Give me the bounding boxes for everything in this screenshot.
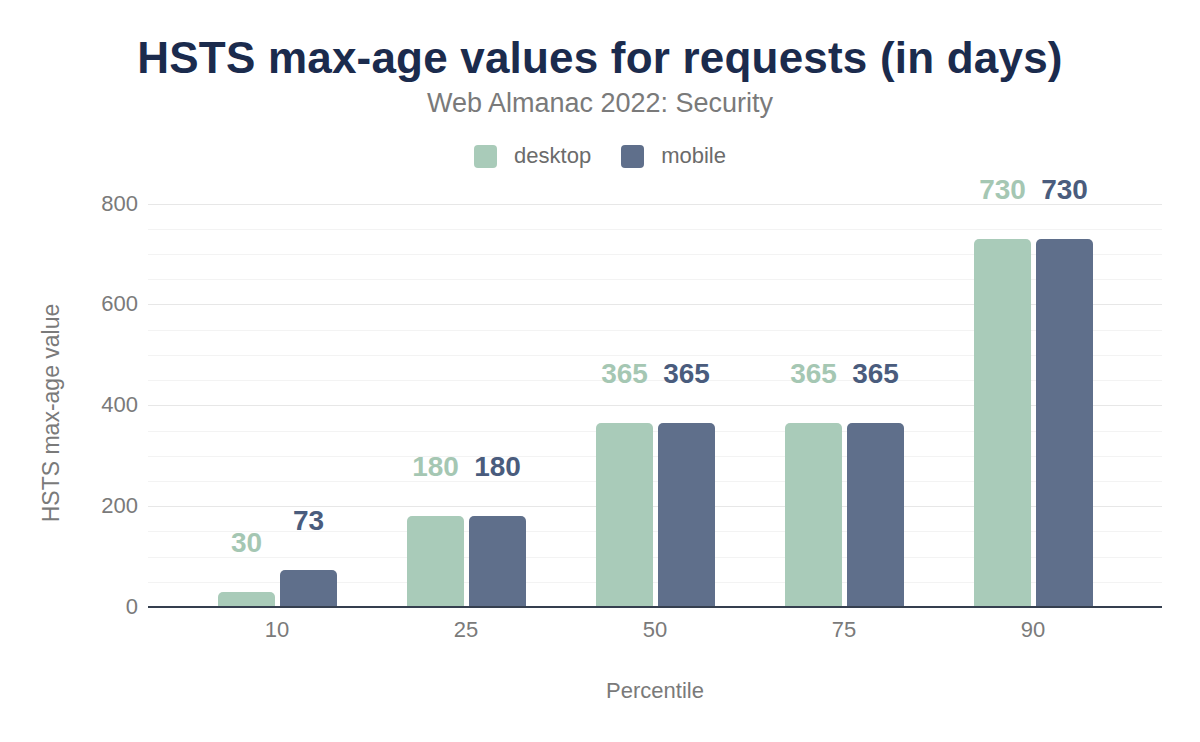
legend-swatch-mobile <box>621 145 644 168</box>
x-axis-tick-label: 75 <box>784 617 904 643</box>
bar-mobile-p25 <box>469 516 526 607</box>
legend-swatch-desktop <box>474 145 497 168</box>
y-minor-gridline <box>148 229 1162 230</box>
legend-item-mobile[interactable]: mobile <box>621 143 726 169</box>
bar-desktop-p10 <box>218 592 275 607</box>
value-label-mobile-p50: 365 <box>627 357 747 391</box>
y-axis-tick-label: 400 <box>58 392 138 418</box>
bar-desktop-p75 <box>785 423 842 607</box>
x-axis-line <box>148 606 1162 608</box>
bar-desktop-p25 <box>407 516 464 607</box>
chart-title: HSTS max-age values for requests (in day… <box>0 33 1200 83</box>
value-label-mobile-p90: 730 <box>1005 173 1125 207</box>
y-axis-tick-label: 200 <box>58 493 138 519</box>
value-label-mobile-p25: 180 <box>438 450 558 484</box>
x-axis-tick-label: 90 <box>973 617 1093 643</box>
y-axis-tick-label: 0 <box>58 594 138 620</box>
x-axis-title: Percentile <box>148 678 1162 704</box>
y-axis-tick-label: 600 <box>58 291 138 317</box>
legend-label: desktop <box>514 143 591 169</box>
legend-item-desktop[interactable]: desktop <box>474 143 591 169</box>
bar-chart: HSTS max-age values for requests (in day… <box>0 0 1200 742</box>
bar-mobile-p90 <box>1036 239 1093 607</box>
bar-mobile-p10 <box>280 570 337 607</box>
x-axis-tick-label: 50 <box>595 617 715 643</box>
y-axis-title: HSTS max-age value <box>38 304 65 523</box>
bar-mobile-p75 <box>847 423 904 607</box>
bar-desktop-p50 <box>596 423 653 607</box>
legend: desktop mobile <box>0 143 1200 169</box>
bar-mobile-p50 <box>658 423 715 607</box>
value-label-mobile-p10: 73 <box>249 504 369 538</box>
x-axis-tick-label: 25 <box>406 617 526 643</box>
value-label-mobile-p75: 365 <box>816 357 936 391</box>
y-axis-tick-label: 800 <box>58 191 138 217</box>
x-axis-tick-label: 10 <box>217 617 337 643</box>
chart-subtitle: Web Almanac 2022: Security <box>0 88 1200 119</box>
legend-label: mobile <box>661 143 726 169</box>
bar-desktop-p90 <box>974 239 1031 607</box>
